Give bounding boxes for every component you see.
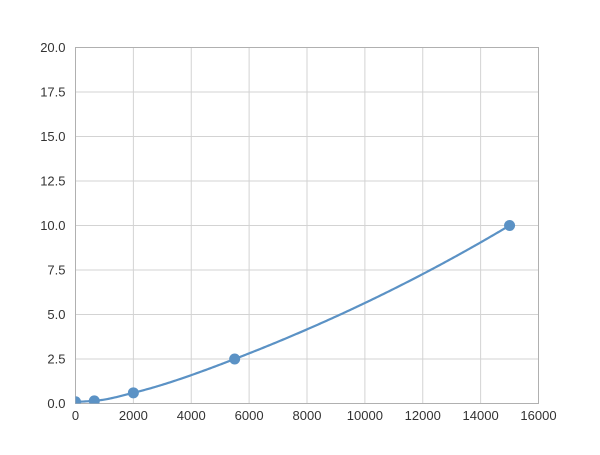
svg-text:6000: 6000 — [235, 408, 264, 423]
svg-text:15.0: 15.0 — [40, 129, 65, 144]
svg-text:0.0: 0.0 — [47, 396, 65, 411]
svg-text:2000: 2000 — [119, 408, 148, 423]
svg-text:5.0: 5.0 — [47, 307, 65, 322]
svg-text:4000: 4000 — [177, 408, 206, 423]
svg-text:7.5: 7.5 — [47, 263, 65, 278]
svg-text:16000: 16000 — [520, 408, 556, 423]
svg-text:12000: 12000 — [405, 408, 441, 423]
svg-text:10000: 10000 — [347, 408, 383, 423]
svg-text:17.5: 17.5 — [40, 85, 65, 100]
svg-text:8000: 8000 — [293, 408, 322, 423]
svg-text:2.5: 2.5 — [47, 352, 65, 367]
svg-text:14000: 14000 — [463, 408, 499, 423]
svg-text:0: 0 — [72, 408, 79, 423]
svg-text:12.5: 12.5 — [40, 174, 65, 189]
svg-text:10.0: 10.0 — [40, 218, 65, 233]
svg-text:20.0: 20.0 — [40, 40, 65, 55]
